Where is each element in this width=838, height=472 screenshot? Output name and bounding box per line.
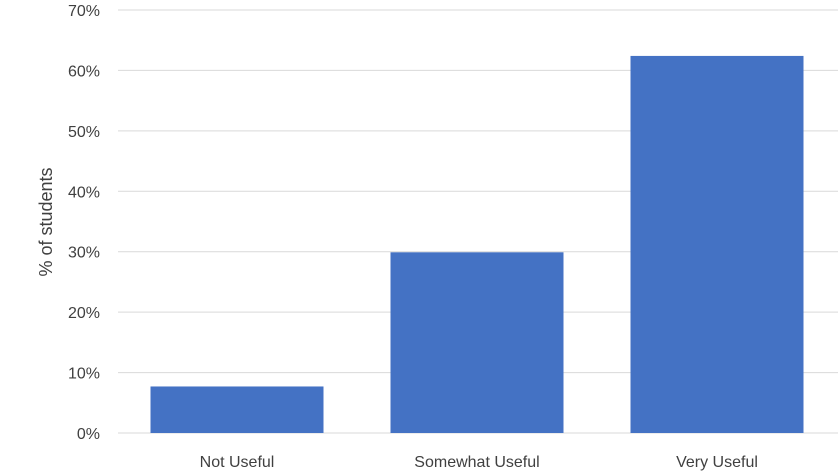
x-tick-label: Not Useful [200, 454, 275, 471]
y-tick-label: 60% [68, 63, 100, 80]
x-axis-ticks: Not Useful Somewhat Useful Very Useful [200, 454, 758, 471]
y-tick-label: 40% [68, 184, 100, 201]
bar-somewhat-useful [390, 252, 564, 433]
bars [150, 55, 804, 433]
x-tick-label: Very Useful [676, 454, 758, 471]
y-axis-ticks: 0% 10% 20% 30% 40% 50% 60% 70% [68, 3, 100, 443]
y-axis-title: % of students [36, 167, 56, 276]
bar-very-useful [630, 55, 804, 433]
y-tick-label: 70% [68, 3, 100, 20]
bar-not-useful [150, 386, 324, 433]
y-tick-label: 0% [77, 426, 100, 443]
y-tick-label: 50% [68, 124, 100, 141]
y-tick-label: 10% [68, 366, 100, 383]
y-tick-label: 20% [68, 305, 100, 322]
y-tick-label: 30% [68, 245, 100, 262]
x-tick-label: Somewhat Useful [414, 454, 539, 471]
